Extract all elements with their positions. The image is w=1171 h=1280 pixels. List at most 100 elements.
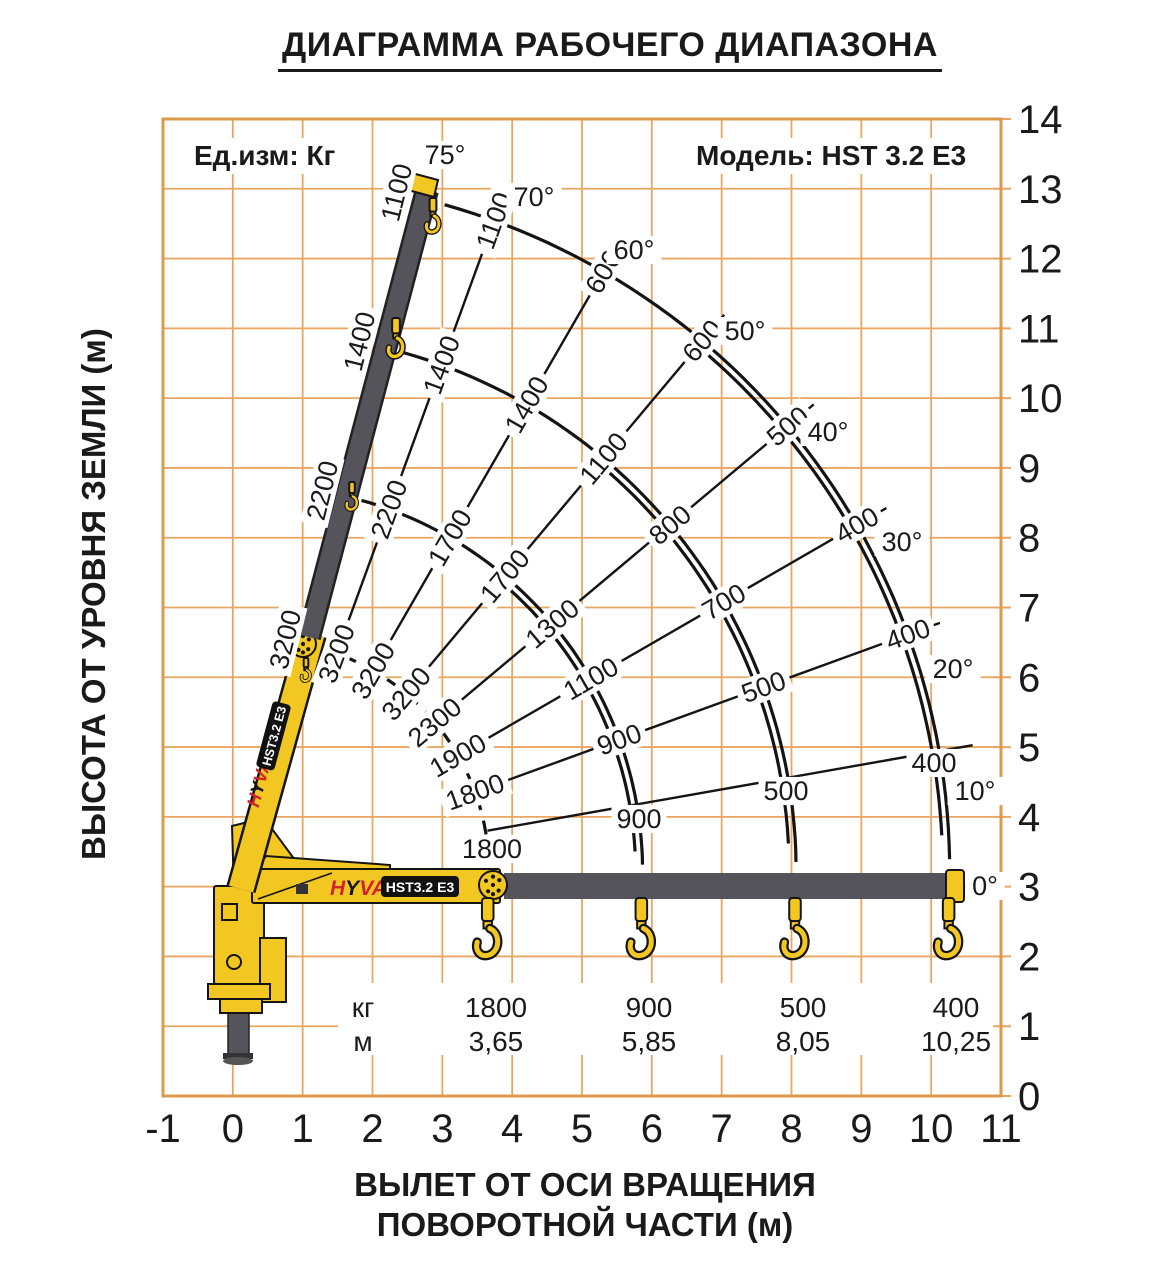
svg-text:5: 5 (1018, 726, 1040, 770)
svg-text:14: 14 (1018, 98, 1063, 142)
svg-text:0: 0 (1018, 1075, 1040, 1119)
angle-label: 10° (947, 773, 1003, 809)
outrigger-foot (223, 1053, 253, 1059)
model-label: Модель: HST 3.2 E3 (688, 138, 975, 174)
svg-text:40°: 40° (808, 417, 849, 447)
model-plate-text: HST3.2 E3 (386, 879, 455, 895)
boom-hook-icon (299, 657, 312, 683)
extension-arc-inner-line (499, 580, 637, 852)
model-plate (381, 876, 459, 897)
y-axis-title: ВЫСОТА ОТ УРОВНЯ ЗЕМЛИ (м) (75, 328, 112, 860)
svg-text:2: 2 (1018, 935, 1040, 979)
hanging-hook-icon (471, 897, 503, 961)
boom-hook-icon (344, 481, 359, 512)
angle-label: 20° (925, 651, 981, 687)
angle-lines (336, 188, 973, 832)
angle-line-30 (459, 507, 887, 756)
x-axis-title-line1: ВЫЛЕТ ОТ ОСИ ВРАЩЕНИЯ (354, 1166, 816, 1203)
angle-label: 50° (717, 313, 773, 349)
angle-label: 30° (874, 524, 930, 560)
svg-text:900: 900 (616, 804, 661, 834)
svg-text:70°: 70° (514, 182, 555, 212)
svg-text:10°: 10° (955, 776, 996, 806)
grid (163, 118, 1011, 1097)
svg-text:10: 10 (909, 1107, 954, 1151)
svg-text:13: 13 (1018, 168, 1063, 212)
capacity-cell: 400 (932, 992, 980, 1023)
capacity-cell: 1800 (464, 992, 528, 1023)
angle-line-10 (487, 743, 973, 832)
angle-label: 0° (965, 868, 1005, 904)
svg-text:5: 5 (571, 1107, 593, 1151)
svg-text:8: 8 (780, 1107, 802, 1151)
svg-text:4: 4 (1018, 796, 1040, 840)
page-title: ДИАГРАММА РАБОЧЕГО ДИАПАЗОНА (150, 26, 1070, 72)
capacity-label: 1800 (456, 831, 528, 867)
svg-text:1: 1 (1018, 1005, 1040, 1049)
svg-text:1: 1 (292, 1107, 314, 1151)
hanging-hook-icon (779, 897, 810, 961)
svg-text:12: 12 (1018, 238, 1063, 282)
svg-text:500: 500 (763, 776, 808, 806)
angle-line-50 (406, 314, 726, 694)
extension-arc (444, 203, 952, 860)
outreach-cell: 5,85 (621, 1026, 677, 1057)
capacity-cell: 500 (779, 992, 827, 1023)
outreach-cell: 10,25 (920, 1026, 992, 1057)
outrigger-leg (227, 1012, 250, 1056)
angle-line-20 (476, 621, 941, 793)
svg-text:11: 11 (980, 1107, 1022, 1151)
hanging-hook-icon (932, 897, 964, 961)
extension-arc (402, 350, 798, 862)
capacity-cell: 900 (625, 992, 673, 1023)
svg-text:11: 11 (1018, 307, 1060, 351)
x-axis-ticks: -1 0 1 2 3 4 5 6 7 8 9 10 11 (145, 1107, 1022, 1151)
angle-label: 75° (417, 137, 473, 173)
svg-text:6: 6 (1018, 656, 1040, 700)
svg-text:0°: 0° (972, 871, 998, 901)
capacity-label: 500 (758, 773, 814, 809)
svg-text:0: 0 (222, 1107, 244, 1151)
svg-text:9: 9 (1018, 447, 1040, 491)
boom-75deg (299, 187, 437, 640)
page-title-text: ДИАГРАММА РАБОЧЕГО ДИАПАЗОНА (278, 26, 942, 72)
plot-border (161, 117, 1003, 1098)
capacity-label: 400 (906, 745, 962, 781)
angle-line-70 (336, 188, 507, 653)
svg-text:9: 9 (850, 1107, 872, 1151)
svg-text:2: 2 (361, 1107, 383, 1151)
svg-text:400: 400 (911, 748, 956, 778)
angle-line-60 (373, 241, 622, 670)
svg-text:3: 3 (1018, 866, 1040, 910)
angle-label: 40° (800, 414, 856, 450)
svg-text:7: 7 (711, 1107, 733, 1151)
capacity-label: 900 (611, 801, 667, 837)
x-axis-title-line2: ПОВОРОТНОЙ ЧАСТИ (м) (376, 1206, 794, 1243)
svg-text:4: 4 (501, 1107, 523, 1151)
boom-tip-hook-icon (423, 197, 442, 235)
svg-text:20°: 20° (933, 654, 974, 684)
svg-text:60°: 60° (614, 235, 655, 265)
table-background (338, 983, 993, 1055)
horizontal-boom-gray (504, 873, 950, 899)
svg-text:75°: 75° (425, 140, 466, 170)
row-label-kg: кг (351, 992, 375, 1023)
extension-arc-inner-line (598, 462, 790, 844)
boom-hook-icon (385, 317, 406, 360)
svg-text:3: 3 (431, 1107, 453, 1151)
outreach-cell: 8,05 (775, 1026, 831, 1057)
svg-text:8: 8 (1018, 517, 1040, 561)
svg-text:6: 6 (641, 1107, 663, 1151)
row-label-m: м (353, 1026, 373, 1057)
angle-label: 70° (506, 179, 562, 215)
svg-text:30°: 30° (882, 527, 923, 557)
hyva-logo: HYVA (330, 877, 387, 900)
extension-arc-inner-line (696, 344, 944, 836)
svg-text:7: 7 (1018, 587, 1040, 631)
svg-text:50°: 50° (725, 316, 766, 346)
svg-text:10: 10 (1018, 377, 1063, 421)
